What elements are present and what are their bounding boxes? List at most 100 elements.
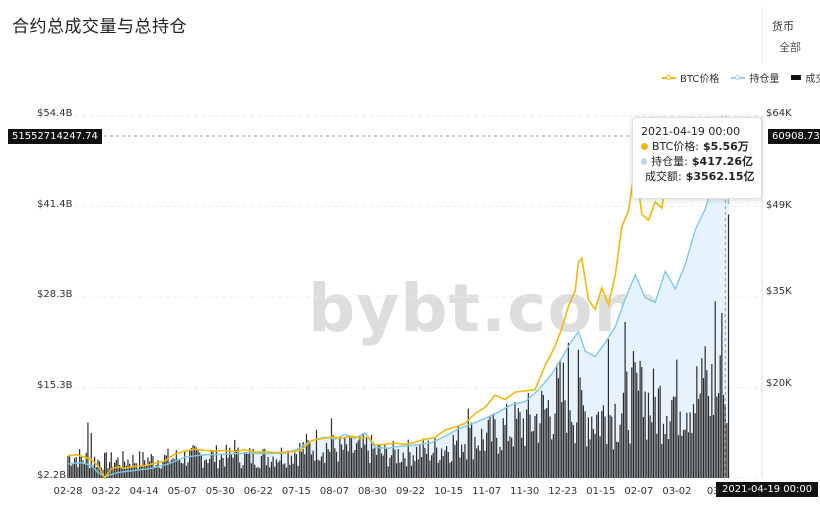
volume-bar — [389, 457, 391, 478]
tooltip-row-btc: BTC价格: $5.56万 — [641, 139, 753, 154]
volume-bar — [711, 364, 713, 478]
volume-bar — [340, 444, 343, 478]
volume-bar — [290, 455, 293, 478]
volume-bar — [310, 454, 313, 478]
volume-bar — [93, 456, 96, 478]
currency-value[interactable]: 全部 — [779, 41, 801, 54]
volume-bar — [409, 452, 411, 478]
volume-bar — [207, 463, 209, 478]
currency-label: 货币 — [772, 20, 794, 33]
volume-bar — [457, 425, 459, 478]
volume-bar — [227, 457, 229, 478]
x-tick-label: 05-07 — [167, 486, 197, 497]
tooltip-label: 成交额: — [645, 170, 682, 183]
volume-bar — [139, 451, 141, 478]
volume-bar — [137, 468, 139, 478]
x-tick-label: 02-07 — [624, 486, 654, 497]
volume-bar — [249, 448, 251, 478]
volume-bar — [352, 452, 354, 478]
volume-bar — [105, 452, 107, 478]
volume-bar — [727, 214, 730, 478]
volume-bar — [364, 444, 366, 478]
volume-bar — [182, 463, 184, 478]
volume-bar — [679, 411, 681, 478]
volume-bar — [539, 423, 541, 478]
volume-bar — [155, 465, 157, 478]
volume-bar — [549, 416, 551, 478]
tooltip-dot-icon — [641, 143, 648, 150]
volume-bar — [691, 432, 693, 478]
volume-bar — [439, 459, 441, 478]
chart-tooltip: 2021-04-19 00:00 BTC价格: $5.56万 持仓量: $417… — [632, 117, 762, 199]
volume-bar — [506, 403, 508, 478]
volume-bar — [349, 435, 351, 478]
volume-bar — [350, 438, 353, 478]
x-tick-label: 08-30 — [357, 486, 387, 497]
volume-bar — [260, 456, 263, 478]
volume-bar — [277, 462, 279, 478]
volume-bar — [399, 462, 401, 478]
volume-bar — [634, 362, 636, 478]
volume-bar — [72, 462, 74, 478]
volume-bar — [494, 419, 496, 478]
volume-bar — [551, 439, 553, 478]
volume-bar — [187, 462, 189, 478]
volume-bar — [696, 366, 698, 478]
volume-bar — [73, 458, 76, 478]
x-tick-label: 09-22 — [395, 486, 426, 497]
volume-bar — [526, 409, 528, 478]
volume-bar — [142, 451, 144, 478]
volume-bar — [471, 422, 473, 478]
volume-bar — [85, 452, 87, 478]
volume-bar — [170, 459, 172, 478]
volume-bar — [566, 432, 568, 478]
volume-bar — [367, 450, 369, 478]
volume-bar — [612, 449, 615, 478]
volume-bar — [516, 418, 518, 478]
volume-bar — [642, 416, 645, 478]
legend-item-open-interest[interactable]: 持仓量 — [731, 70, 779, 85]
volume-bar — [194, 445, 196, 478]
volume-bar — [607, 339, 610, 478]
volume-bar — [412, 455, 414, 478]
volume-bar — [726, 423, 728, 478]
volume-bar — [686, 412, 688, 478]
volume-bar — [259, 468, 261, 478]
volume-bar — [619, 424, 621, 478]
volume-bar — [692, 404, 695, 478]
volume-bar — [275, 459, 278, 478]
volume-bar — [554, 413, 556, 478]
x-tick-label: 04-14 — [129, 486, 159, 497]
volume-bar — [210, 451, 212, 478]
volume-bar — [360, 447, 363, 478]
volume-bar — [264, 448, 266, 478]
volume-bar — [159, 467, 161, 478]
volume-bar — [200, 454, 202, 478]
volume-bar — [394, 449, 396, 478]
volume-bar — [644, 391, 646, 478]
legend-item-btc-price[interactable]: BTC价格 — [662, 70, 719, 85]
currency-selector[interactable] — [762, 6, 820, 64]
volume-bar — [701, 358, 703, 478]
volume-bar — [295, 454, 298, 478]
volume-bar — [467, 408, 469, 478]
legend-bar-icon — [791, 75, 802, 80]
tooltip-label: 持仓量: — [651, 155, 688, 168]
volume-bar — [706, 370, 708, 478]
legend-item-volume[interactable]: 成交额 — [791, 70, 820, 85]
volume-bar — [342, 449, 344, 478]
volume-bar — [492, 413, 494, 478]
volume-bar — [279, 460, 281, 478]
x-tick-label: 08-07 — [319, 486, 349, 497]
volume-bar — [192, 445, 194, 478]
volume-bar — [719, 355, 721, 478]
volume-bar — [195, 447, 197, 478]
legend-label: 持仓量 — [749, 74, 780, 85]
volume-bar — [537, 442, 539, 478]
x-tick-label: 12-23 — [548, 486, 578, 497]
volume-bar — [80, 456, 82, 478]
volume-bar — [584, 411, 586, 478]
volume-bar — [661, 443, 663, 478]
volume-bar — [175, 450, 177, 478]
